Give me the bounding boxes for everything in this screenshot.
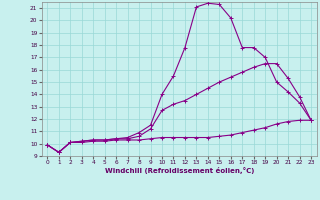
X-axis label: Windchill (Refroidissement éolien,°C): Windchill (Refroidissement éolien,°C) bbox=[105, 167, 254, 174]
